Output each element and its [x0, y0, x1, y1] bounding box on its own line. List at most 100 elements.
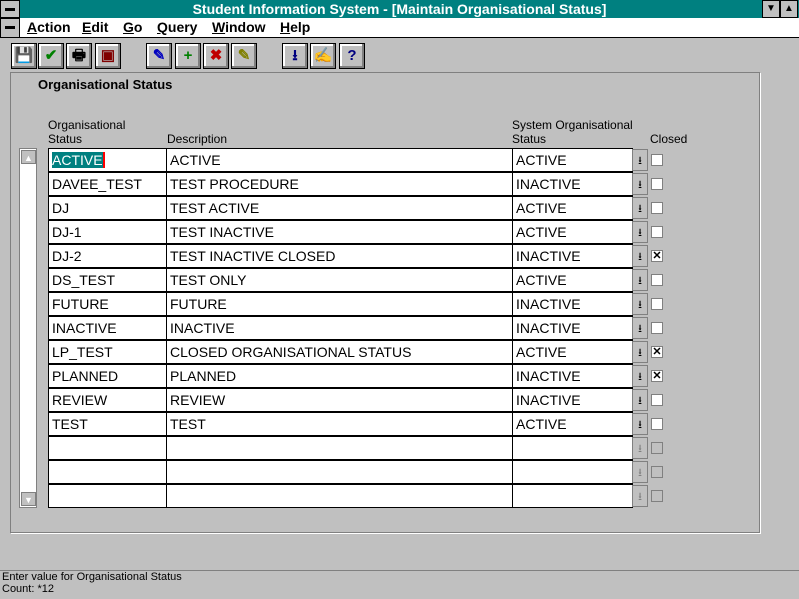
- chevron-down-icon[interactable]: ⭳: [632, 461, 648, 483]
- closed-checkbox[interactable]: [651, 394, 663, 406]
- closed-checkbox[interactable]: [651, 418, 663, 430]
- system-status-dropdown[interactable]: INACTIVE: [512, 316, 633, 340]
- download-button[interactable]: ⭳: [282, 43, 308, 69]
- system-status-dropdown[interactable]: INACTIVE: [512, 364, 633, 388]
- chevron-down-icon[interactable]: ⭳: [632, 197, 648, 219]
- status-field[interactable]: ACTIVE: [48, 148, 167, 172]
- chevron-down-icon[interactable]: ⭳: [632, 173, 648, 195]
- chevron-down-icon[interactable]: ⭳: [632, 389, 648, 411]
- description-field[interactable]: TEST ONLY: [166, 268, 513, 292]
- closed-checkbox[interactable]: [651, 226, 663, 238]
- status-field[interactable]: PLANNED: [48, 364, 167, 388]
- help-button[interactable]: ?: [339, 43, 365, 69]
- description-field[interactable]: TEST PROCEDURE: [166, 172, 513, 196]
- closed-checkbox[interactable]: [651, 466, 663, 478]
- scroll-up-icon[interactable]: ▲: [21, 150, 36, 164]
- chevron-down-icon[interactable]: ⭳: [632, 413, 648, 435]
- window-title: Student Information System - [Maintain O…: [192, 1, 607, 17]
- description-field[interactable]: PLANNED: [166, 364, 513, 388]
- status-field[interactable]: DJ-1: [48, 220, 167, 244]
- print-preview-button[interactable]: ▣: [95, 43, 121, 69]
- add-record-button[interactable]: +: [175, 43, 201, 69]
- system-status-dropdown[interactable]: INACTIVE: [512, 292, 633, 316]
- chevron-down-icon[interactable]: ⭳: [632, 293, 648, 315]
- status-field[interactable]: DJ-2: [48, 244, 167, 268]
- system-status-dropdown[interactable]: [512, 436, 633, 460]
- system-status-dropdown[interactable]: [512, 460, 633, 484]
- description-field[interactable]: INACTIVE: [166, 316, 513, 340]
- menu-help[interactable]: Help: [280, 19, 311, 35]
- closed-checkbox[interactable]: [651, 442, 663, 454]
- menu-go[interactable]: Go: [123, 19, 143, 35]
- closed-checkbox[interactable]: [651, 274, 663, 286]
- status-field[interactable]: DS_TEST: [48, 268, 167, 292]
- description-field[interactable]: REVIEW: [166, 388, 513, 412]
- status-field[interactable]: [48, 436, 167, 460]
- description-field[interactable]: TEST: [166, 412, 513, 436]
- system-status-dropdown[interactable]: ACTIVE: [512, 220, 633, 244]
- status-field[interactable]: INACTIVE: [48, 316, 167, 340]
- chevron-down-icon[interactable]: ⭳: [632, 149, 648, 171]
- chevron-down-icon[interactable]: ⭳: [632, 245, 648, 267]
- system-menu-button[interactable]: ▬: [0, 0, 20, 18]
- description-field[interactable]: FUTURE: [166, 292, 513, 316]
- closed-checkbox[interactable]: [651, 154, 663, 166]
- chevron-down-icon[interactable]: ⭳: [632, 221, 648, 243]
- system-status-dropdown[interactable]: INACTIVE: [512, 388, 633, 412]
- closed-checkbox[interactable]: ✕: [651, 370, 663, 382]
- system-status-dropdown[interactable]: ACTIVE: [512, 412, 633, 436]
- chevron-down-icon[interactable]: ⭳: [632, 269, 648, 291]
- status-field[interactable]: [48, 484, 167, 508]
- status-field[interactable]: DAVEE_TEST: [48, 172, 167, 196]
- system-status-dropdown[interactable]: [512, 484, 633, 508]
- system-status-dropdown[interactable]: ACTIVE: [512, 196, 633, 220]
- status-field[interactable]: FUTURE: [48, 292, 167, 316]
- status-field[interactable]: LP_TEST: [48, 340, 167, 364]
- chevron-down-icon[interactable]: ⭳: [632, 317, 648, 339]
- chevron-down-icon[interactable]: ⭳: [632, 341, 648, 363]
- description-field[interactable]: CLOSED ORGANISATIONAL STATUS: [166, 340, 513, 364]
- system-status-dropdown[interactable]: INACTIVE: [512, 244, 633, 268]
- minimize-button[interactable]: ▼: [762, 0, 780, 18]
- closed-checkbox[interactable]: [651, 322, 663, 334]
- description-field[interactable]: [166, 436, 513, 460]
- closed-checkbox[interactable]: [651, 202, 663, 214]
- maximize-button[interactable]: ▲: [780, 0, 798, 18]
- closed-checkbox[interactable]: [651, 490, 663, 502]
- status-field[interactable]: DJ: [48, 196, 167, 220]
- description-field[interactable]: [166, 460, 513, 484]
- save-button[interactable]: 💾: [11, 43, 37, 69]
- system-status-dropdown[interactable]: ACTIVE: [512, 268, 633, 292]
- description-field[interactable]: TEST ACTIVE: [166, 196, 513, 220]
- description-field[interactable]: TEST INACTIVE: [166, 220, 513, 244]
- clear-record-button[interactable]: ✎: [231, 43, 257, 69]
- closed-checkbox[interactable]: [651, 178, 663, 190]
- document-menu-button[interactable]: ▬: [0, 18, 20, 38]
- system-status-dropdown[interactable]: INACTIVE: [512, 172, 633, 196]
- enter-query-button[interactable]: ✎: [146, 43, 172, 69]
- print-button[interactable]: 🖶: [66, 43, 92, 69]
- closed-checkbox[interactable]: ✕: [651, 346, 663, 358]
- record-scrollbar[interactable]: ▲ ▼: [19, 148, 37, 508]
- description-field[interactable]: TEST INACTIVE CLOSED: [166, 244, 513, 268]
- chevron-down-icon[interactable]: ⭳: [632, 485, 648, 507]
- scroll-down-icon[interactable]: ▼: [21, 492, 36, 506]
- status-field[interactable]: TEST: [48, 412, 167, 436]
- closed-checkbox[interactable]: ✕: [651, 250, 663, 262]
- description-field[interactable]: [166, 484, 513, 508]
- status-field[interactable]: REVIEW: [48, 388, 167, 412]
- description-field[interactable]: ACTIVE: [166, 148, 513, 172]
- system-status-dropdown[interactable]: ACTIVE: [512, 148, 633, 172]
- menu-action[interactable]: Action: [27, 19, 71, 35]
- edit-button[interactable]: ✍: [310, 43, 336, 69]
- closed-checkbox[interactable]: [651, 298, 663, 310]
- menu-window[interactable]: Window: [212, 19, 266, 35]
- menu-query[interactable]: Query: [157, 19, 198, 35]
- chevron-down-icon[interactable]: ⭳: [632, 437, 648, 459]
- menu-edit[interactable]: Edit: [82, 19, 109, 35]
- delete-record-button[interactable]: ✖: [203, 43, 229, 69]
- status-field[interactable]: [48, 460, 167, 484]
- check-button[interactable]: ✔: [38, 43, 64, 69]
- system-status-dropdown[interactable]: ACTIVE: [512, 340, 633, 364]
- chevron-down-icon[interactable]: ⭳: [632, 365, 648, 387]
